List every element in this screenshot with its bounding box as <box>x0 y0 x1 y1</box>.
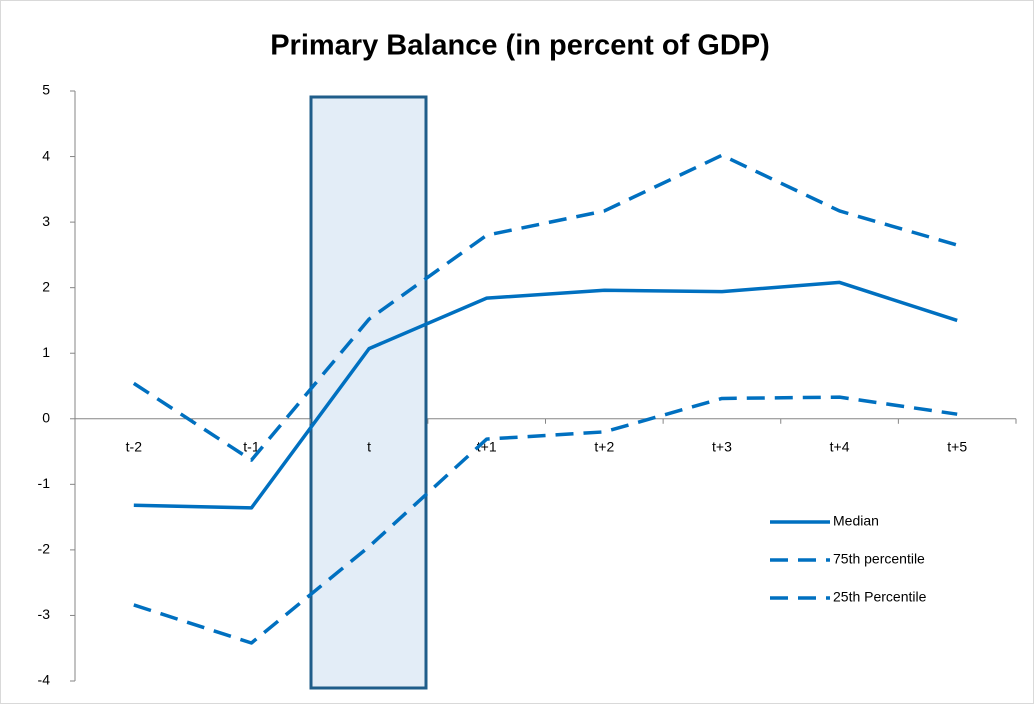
x-tick-label: t+2 <box>594 438 614 454</box>
series-line <box>132 153 958 462</box>
y-tick-label: 5 <box>42 82 50 98</box>
series-line <box>133 395 958 645</box>
x-tick-label: t-2 <box>126 438 143 454</box>
y-tick-label: -2 <box>38 541 51 557</box>
x-tick-label: t <box>367 438 371 454</box>
legend-label: Median <box>833 513 879 529</box>
y-tick-label: 3 <box>42 213 50 229</box>
x-tick-label: t+4 <box>830 438 850 454</box>
y-tick-label: 1 <box>42 344 50 360</box>
legend-label: 25th Percentile <box>833 589 927 605</box>
x-tick-label: t-1 <box>243 438 260 454</box>
x-tick-label: t+5 <box>947 438 967 454</box>
series-line <box>133 280 958 510</box>
x-tick-label: t+3 <box>712 438 732 454</box>
y-tick-label: 0 <box>42 409 50 425</box>
y-tick-label: -1 <box>38 475 51 491</box>
y-tick-label: 4 <box>42 147 50 163</box>
highlight-period <box>309 95 428 690</box>
legend-label: 75th percentile <box>833 551 925 567</box>
y-tick-label: 2 <box>42 278 50 294</box>
chart-title: Primary Balance (in percent of GDP) <box>270 30 770 62</box>
y-tick-label: -4 <box>38 672 51 688</box>
y-tick-label: -3 <box>38 606 51 622</box>
